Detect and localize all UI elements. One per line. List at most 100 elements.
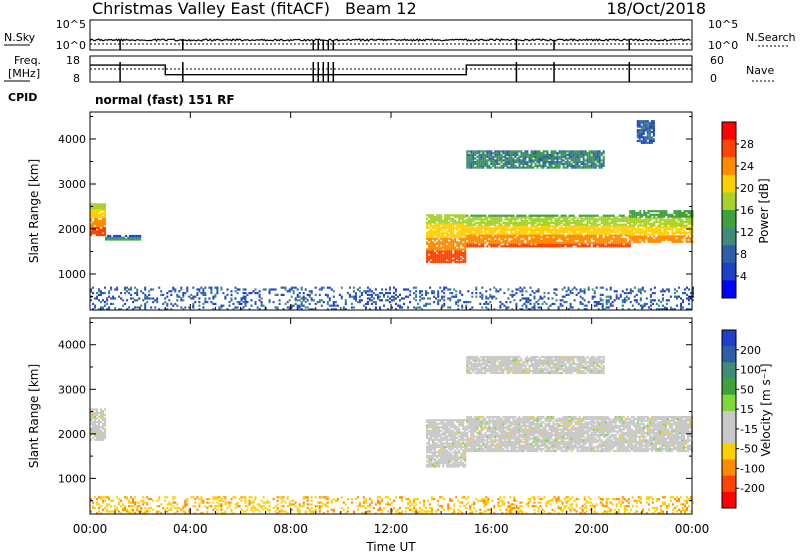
power-cell [606, 241, 609, 244]
power-cell [637, 240, 640, 243]
power-cell [113, 236, 116, 239]
velocity-cell [92, 436, 94, 440]
power-cell [445, 286, 448, 289]
power-cell [443, 292, 446, 295]
power-cell [647, 211, 650, 215]
power-cell [498, 243, 501, 246]
power-cell [492, 232, 495, 235]
power-cell [100, 221, 102, 224]
power-cell [242, 301, 245, 304]
power-cell [624, 234, 627, 237]
power-cell [524, 220, 527, 223]
power-cell [614, 218, 617, 221]
power-cell [542, 223, 545, 226]
power-cell [433, 301, 436, 304]
power-cell [483, 302, 486, 305]
power-cell [220, 286, 223, 289]
power-cell [526, 161, 529, 164]
velocity-cell [456, 426, 459, 429]
power-cell [622, 239, 625, 242]
power-cell [488, 155, 491, 158]
power-cell [566, 236, 569, 239]
power-cell [606, 220, 609, 223]
power-cell [484, 232, 487, 235]
power-cell [134, 286, 137, 289]
power-cell [104, 205, 106, 208]
power-cell [434, 217, 437, 220]
power-cell [146, 295, 149, 298]
power-cell [442, 232, 445, 235]
power-cell [651, 292, 654, 295]
power-cell [625, 299, 628, 302]
power-cell [588, 229, 591, 232]
power-cell [440, 259, 443, 262]
velocity-cell [434, 458, 437, 461]
power-cell [308, 293, 311, 296]
power-cell [594, 234, 597, 237]
power-cell [620, 229, 623, 232]
power-cell [472, 241, 475, 244]
power-cell [560, 243, 563, 246]
power-cell [366, 301, 369, 304]
power-cell [482, 234, 485, 237]
power-cell [198, 304, 201, 307]
power-cell [550, 218, 553, 221]
power-cell [626, 245, 629, 248]
power-cell [460, 239, 463, 242]
power-cell [653, 229, 656, 233]
power-cell [518, 216, 521, 219]
power-cell [426, 255, 429, 258]
power-cell [588, 221, 591, 224]
power-cell [684, 288, 686, 291]
velocity-cell [94, 412, 96, 415]
power-cell [94, 297, 96, 300]
velocity-cell [448, 438, 451, 441]
power-cell [610, 214, 613, 217]
power-cell [374, 288, 377, 291]
power-cell [426, 232, 429, 235]
power-cell [554, 227, 557, 230]
power-cell [534, 162, 537, 165]
power-cell [515, 302, 518, 305]
power-cell [344, 299, 347, 302]
power-cell [511, 290, 514, 293]
power-cell [586, 236, 589, 239]
power-cell [528, 218, 531, 221]
power-cell [102, 299, 104, 302]
power-cell [100, 206, 102, 210]
power-cell [544, 238, 547, 241]
power-cell [242, 306, 245, 309]
power-cell [448, 230, 451, 233]
power-cell [633, 240, 636, 243]
power-cell [486, 150, 489, 153]
power-cell [675, 210, 678, 213]
velocity-cell [436, 454, 439, 457]
power-cell [556, 159, 559, 162]
power-cell [588, 220, 591, 223]
power-cell [521, 304, 524, 307]
power-cell [462, 228, 465, 231]
power-cell [462, 239, 465, 242]
power-cell [520, 236, 523, 239]
power-cell [512, 239, 515, 242]
power-cell [506, 218, 509, 221]
power-cell [651, 237, 654, 240]
power-cell [651, 222, 654, 225]
power-cell [348, 293, 351, 296]
power-cell [464, 248, 467, 251]
velocity-cell [456, 440, 459, 443]
power-cell [446, 224, 449, 228]
power-cell [512, 238, 515, 241]
power-cell [608, 225, 611, 228]
power-cell [560, 216, 563, 219]
velocity-cell [452, 419, 455, 422]
power-cell [566, 150, 569, 153]
power-cell [294, 286, 297, 289]
power-cell [606, 243, 609, 246]
power-cell [492, 220, 495, 223]
power-cell [678, 295, 680, 298]
power-cell [530, 245, 533, 248]
power-cell [564, 223, 567, 226]
power-cell [460, 233, 463, 237]
power-cell [626, 220, 629, 223]
